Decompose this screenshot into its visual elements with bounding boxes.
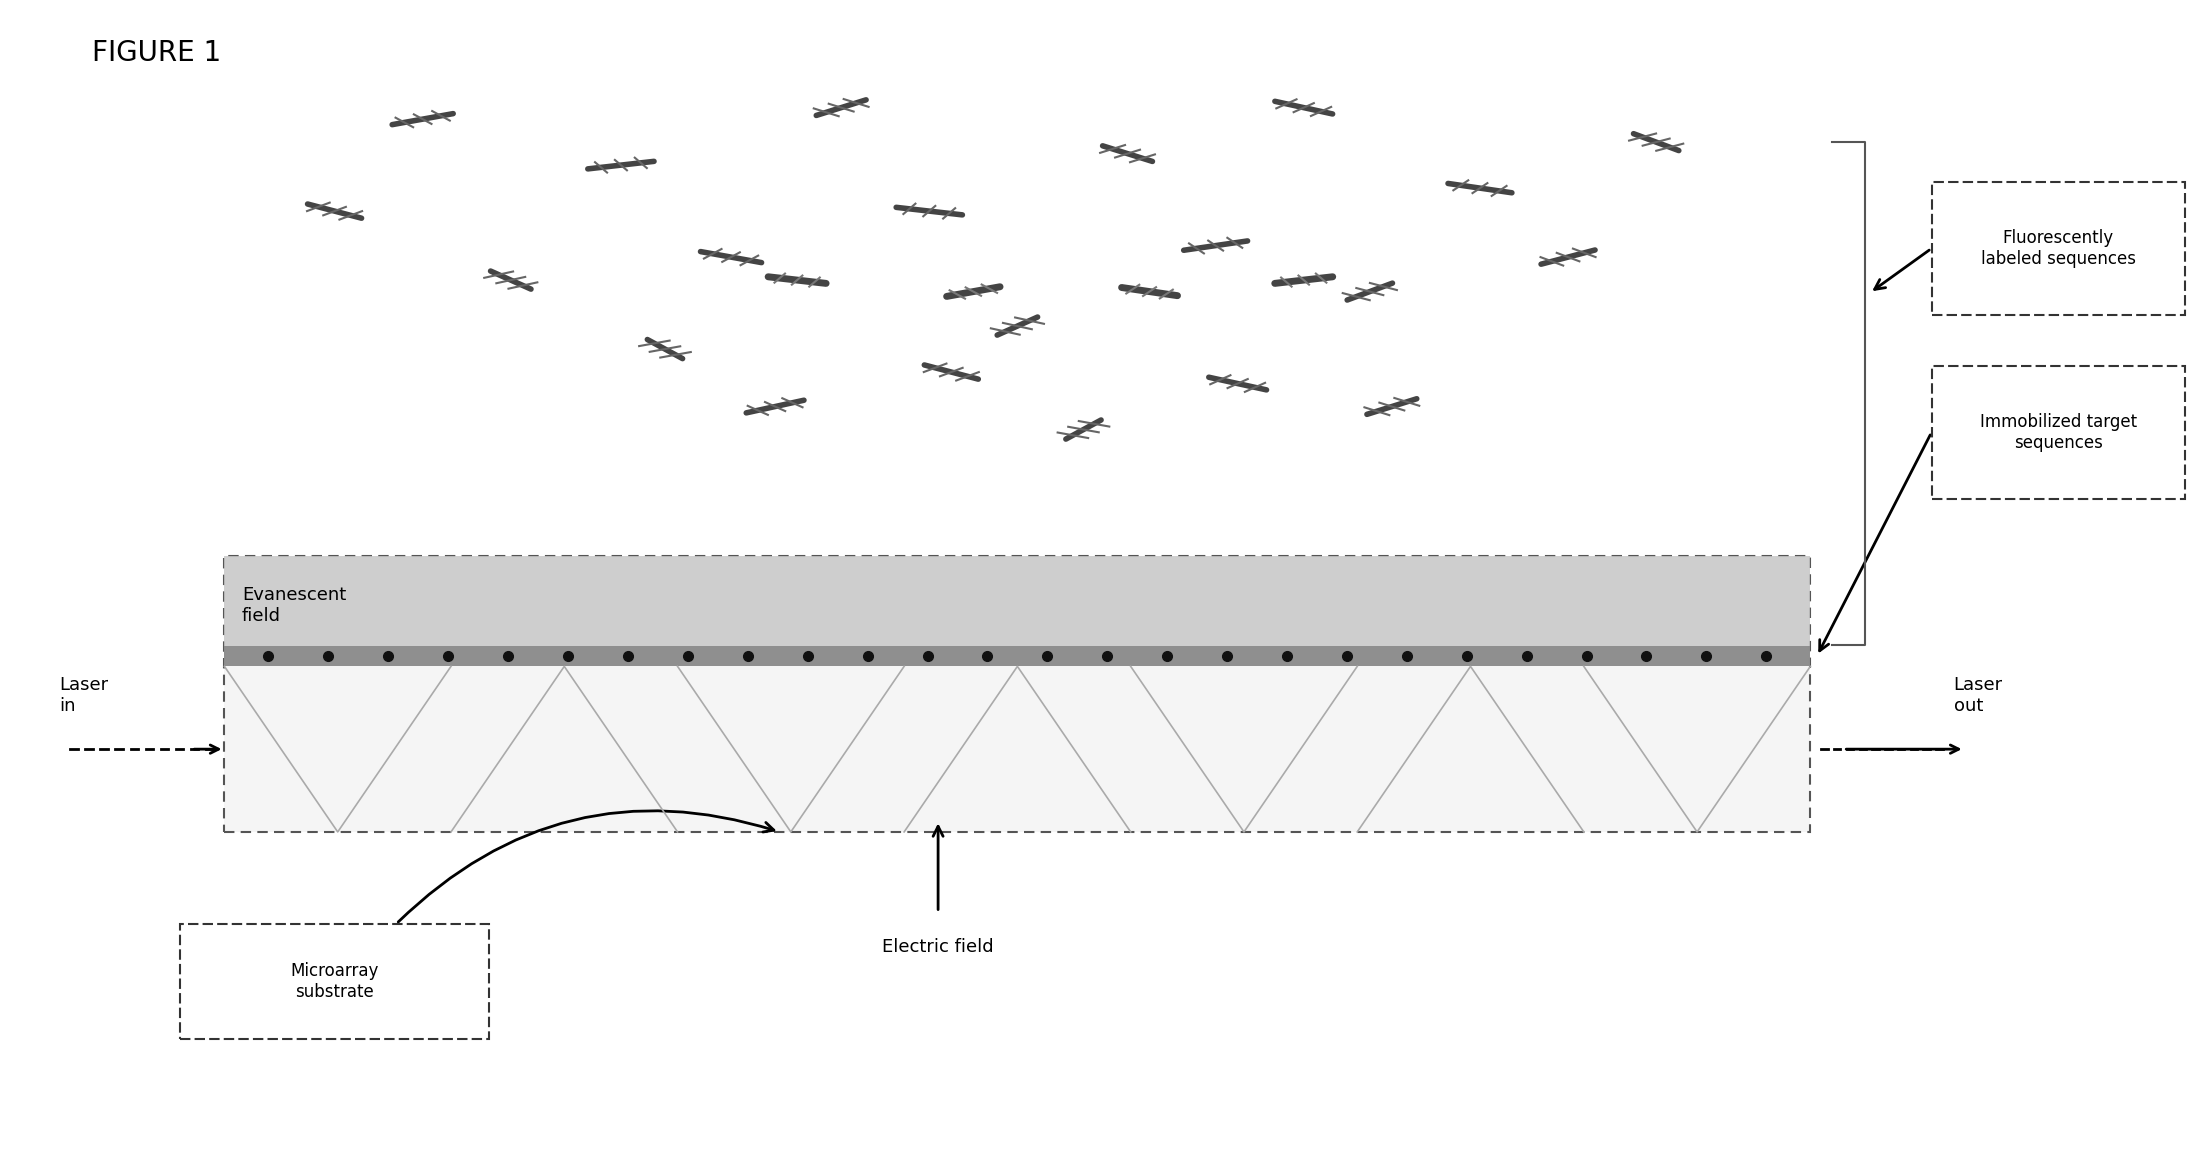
Text: Microarray
substrate: Microarray substrate xyxy=(290,962,378,1001)
Text: FIGURE 1: FIGURE 1 xyxy=(93,38,221,67)
Text: Evanescent
field: Evanescent field xyxy=(241,586,347,625)
Text: Electric field: Electric field xyxy=(882,938,995,955)
Text: Laser
in: Laser in xyxy=(60,676,108,714)
Text: Fluorescently
labeled sequences: Fluorescently labeled sequences xyxy=(1981,229,2136,267)
Bar xyxy=(226,556,1811,666)
Text: Immobilized target
sequences: Immobilized target sequences xyxy=(1979,413,2136,452)
Text: Laser
out: Laser out xyxy=(1955,676,2003,714)
FancyBboxPatch shape xyxy=(181,924,489,1039)
FancyBboxPatch shape xyxy=(1932,366,2184,499)
Bar xyxy=(226,646,1811,666)
FancyBboxPatch shape xyxy=(226,556,1811,831)
FancyBboxPatch shape xyxy=(1932,182,2184,315)
